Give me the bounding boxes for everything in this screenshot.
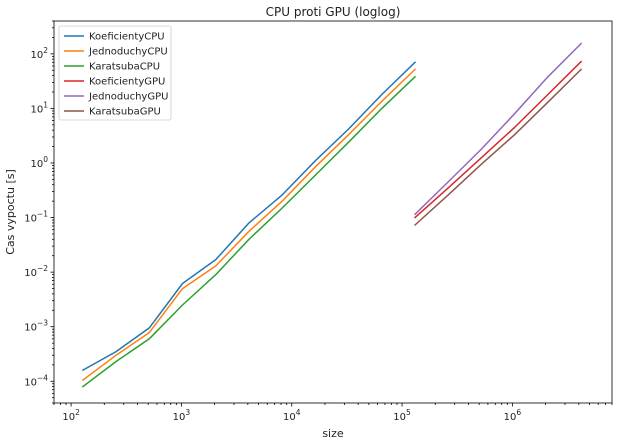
y-tick-label: 10−2 <box>24 264 48 279</box>
legend: KoeficientyCPU JednoduchyCPU KaratsubaCPU K… <box>58 25 172 121</box>
legend-frame <box>58 25 172 121</box>
series-line-1 <box>81 68 417 382</box>
legend-label-0: KoeficientyCPU <box>89 32 165 43</box>
series-line-0 <box>81 61 417 372</box>
legend-label-2: KaratsubaCPU <box>89 62 160 73</box>
series-line-4 <box>413 42 583 216</box>
y-axis-ticks: 10−4 10−3 10−2 10−1 100 101 102 <box>24 20 54 404</box>
chart-title: CPU proti GPU (loglog) <box>266 5 401 19</box>
x-tick-label: 105 <box>393 408 411 423</box>
plot-frame <box>53 20 613 404</box>
legend-label-5: KaratsubaGPU <box>89 107 161 118</box>
series-line-5 <box>413 68 583 227</box>
y-tick-label: 100 <box>30 155 48 170</box>
legend-label-3: KoeficientyGPU <box>89 77 165 88</box>
y-axis-label: Cas vypoctu [s] <box>4 169 17 255</box>
series-line-2 <box>81 75 417 388</box>
legend-label-4: JednoduchyGPU <box>88 92 168 103</box>
x-axis-label: size <box>322 427 344 440</box>
y-tick-label: 10−1 <box>24 210 48 225</box>
series-line-3 <box>413 60 583 219</box>
y-tick-label: 10−4 <box>24 373 48 388</box>
series-layer <box>81 42 583 388</box>
x-tick-label: 102 <box>62 408 80 423</box>
x-tick-label: 106 <box>504 408 522 423</box>
x-tick-label: 104 <box>283 408 301 423</box>
legend-items: KoeficientyCPU JednoduchyCPU KaratsubaCPU K… <box>64 32 168 118</box>
y-tick-label: 101 <box>30 100 48 115</box>
x-tick-label: 103 <box>173 408 191 423</box>
y-tick-label: 102 <box>30 46 48 61</box>
y-tick-label: 10−3 <box>24 319 48 334</box>
legend-label-1: JednoduchyCPU <box>88 47 168 58</box>
x-axis-ticks: 102 103 104 105 106 <box>53 403 613 423</box>
